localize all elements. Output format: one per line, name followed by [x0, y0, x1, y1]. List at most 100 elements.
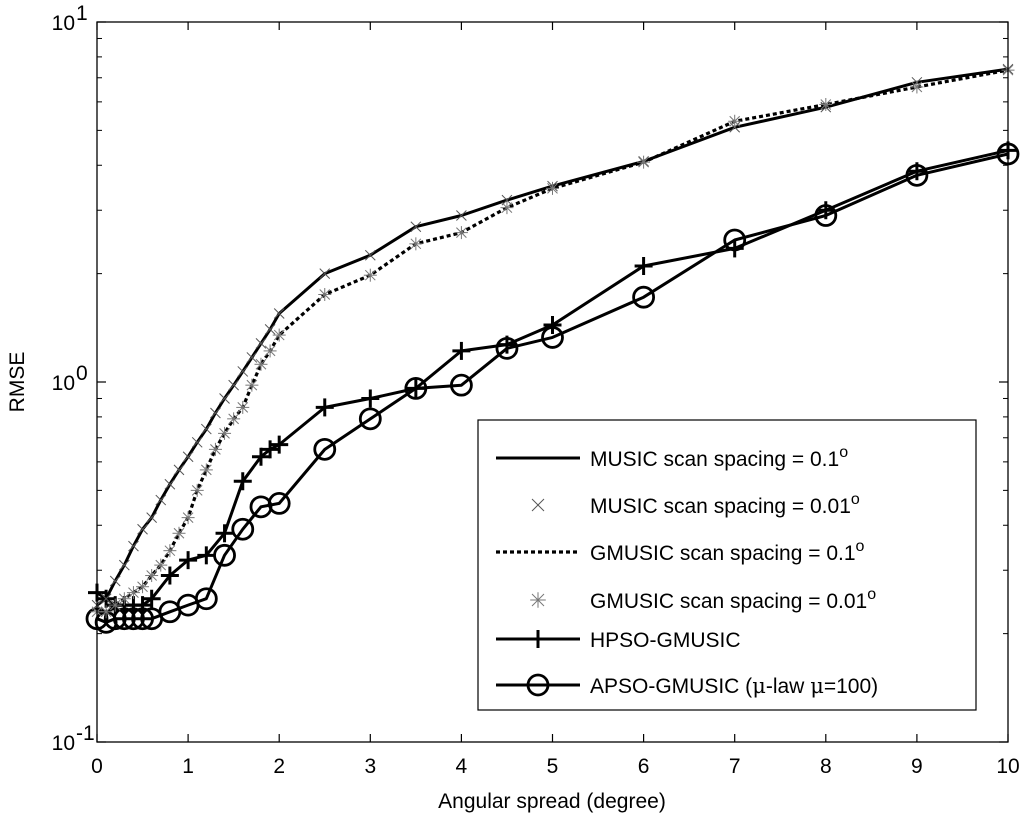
x-marker	[137, 523, 148, 535]
x-marker	[109, 575, 121, 587]
x-marker	[155, 494, 167, 506]
legend-item: GMUSIC scan spacing = 0.01o	[530, 586, 876, 613]
star-marker	[272, 328, 286, 342]
star-marker	[245, 378, 259, 392]
y-tick-exp: 0	[76, 362, 88, 385]
x-marker	[228, 379, 240, 391]
star-marker	[172, 526, 186, 540]
x-marker	[200, 423, 212, 435]
plus-marker	[529, 630, 547, 648]
star-marker	[263, 344, 277, 358]
plus-marker	[261, 440, 280, 459]
x-tick-label: 7	[729, 755, 741, 778]
y-tick-exp: 1	[76, 2, 88, 25]
circle-marker	[231, 517, 255, 541]
y-tick-base: 10	[52, 372, 75, 395]
legend-item: APSO-GMUSIC (μ-law μ=100)	[496, 673, 878, 698]
plus-marker	[179, 551, 198, 570]
x-tick-label: 3	[364, 755, 376, 778]
x-marker	[219, 393, 230, 404]
plus-marker	[251, 447, 270, 466]
star-marker	[318, 288, 332, 302]
star-marker	[363, 268, 377, 282]
x-tick-label: 5	[547, 755, 559, 778]
circle-marker	[213, 543, 236, 567]
legend-label: GMUSIC scan spacing = 0.01o	[590, 586, 876, 613]
plus-marker	[142, 589, 161, 608]
series	[90, 63, 1015, 619]
y-tick-label: 10 1	[52, 2, 88, 35]
x-marker	[164, 478, 176, 490]
star-marker	[181, 511, 195, 525]
star-marker	[99, 605, 113, 619]
legend-box	[477, 419, 977, 711]
x-tick-label: 6	[638, 755, 650, 778]
x-marker	[100, 593, 112, 605]
plus-marker	[315, 398, 334, 417]
star-marker	[728, 114, 742, 128]
circle-marker	[131, 607, 154, 631]
plus-marker	[361, 389, 380, 408]
x-marker	[118, 559, 130, 571]
star-marker	[136, 580, 150, 594]
x-marker	[255, 338, 267, 349]
star-marker	[546, 181, 559, 195]
x-marker	[210, 407, 221, 419]
legend-label: GMUSIC scan spacing = 0.1o	[590, 538, 865, 565]
plus-marker	[452, 341, 471, 360]
x-tick-label: 9	[911, 755, 923, 778]
plot-frame	[96, 21, 1009, 743]
plus-marker	[543, 315, 562, 334]
circle-marker	[541, 326, 564, 349]
x-tick-label: 0	[91, 755, 103, 778]
circle-marker	[723, 228, 747, 252]
legend-item: MUSIC scan spacing = 0.1o	[496, 444, 848, 471]
star-marker	[236, 400, 250, 414]
legend-item: HPSO-GMUSIC	[496, 629, 741, 652]
x-marker	[182, 451, 194, 463]
x-marker	[531, 498, 545, 512]
x-axis-label: Angular spread (degree)	[438, 790, 666, 813]
series-line	[97, 68, 1009, 614]
legend-label: HPSO-GMUSIC	[590, 629, 741, 652]
y-axis-label: RMSE	[6, 352, 29, 413]
star-marker	[409, 237, 423, 251]
circle-marker	[267, 492, 291, 515]
star-marker	[819, 97, 833, 111]
series	[97, 68, 1009, 614]
circle-marker	[313, 437, 337, 461]
y-tick-base: 10	[52, 12, 75, 35]
y-tick-label: 10 0	[52, 362, 88, 395]
star-marker	[637, 155, 651, 169]
star-marker	[208, 442, 222, 456]
legend-item: GMUSIC scan spacing = 0.1o	[496, 538, 865, 565]
plus-marker	[215, 524, 234, 543]
x-marker	[191, 436, 203, 448]
legend-label: MUSIC scan spacing = 0.1o	[590, 444, 848, 471]
plus-marker	[233, 472, 252, 491]
x-tick-label: 2	[273, 755, 285, 778]
star-marker	[145, 569, 159, 583]
y-tick-label: 10 -1	[52, 722, 95, 755]
x-tick-label: 10	[996, 755, 1019, 778]
circle-marker	[194, 587, 218, 611]
star-marker	[254, 357, 268, 371]
x-marker	[237, 366, 249, 377]
star-marker	[126, 586, 140, 600]
circle-marker	[358, 407, 382, 431]
star-marker	[227, 412, 241, 426]
x-marker	[273, 308, 285, 319]
y-tick-exp: -1	[76, 722, 95, 745]
legend-label: MUSIC scan spacing = 0.01o	[590, 491, 860, 518]
star-marker	[218, 426, 232, 440]
star-marker	[190, 483, 204, 497]
circle-marker	[122, 607, 145, 631]
plus-marker	[133, 596, 152, 615]
x-marker	[146, 512, 158, 523]
x-marker	[246, 352, 258, 363]
y-tick-base: 10	[52, 732, 75, 755]
circle-marker	[814, 204, 838, 227]
circle-marker	[526, 673, 550, 697]
